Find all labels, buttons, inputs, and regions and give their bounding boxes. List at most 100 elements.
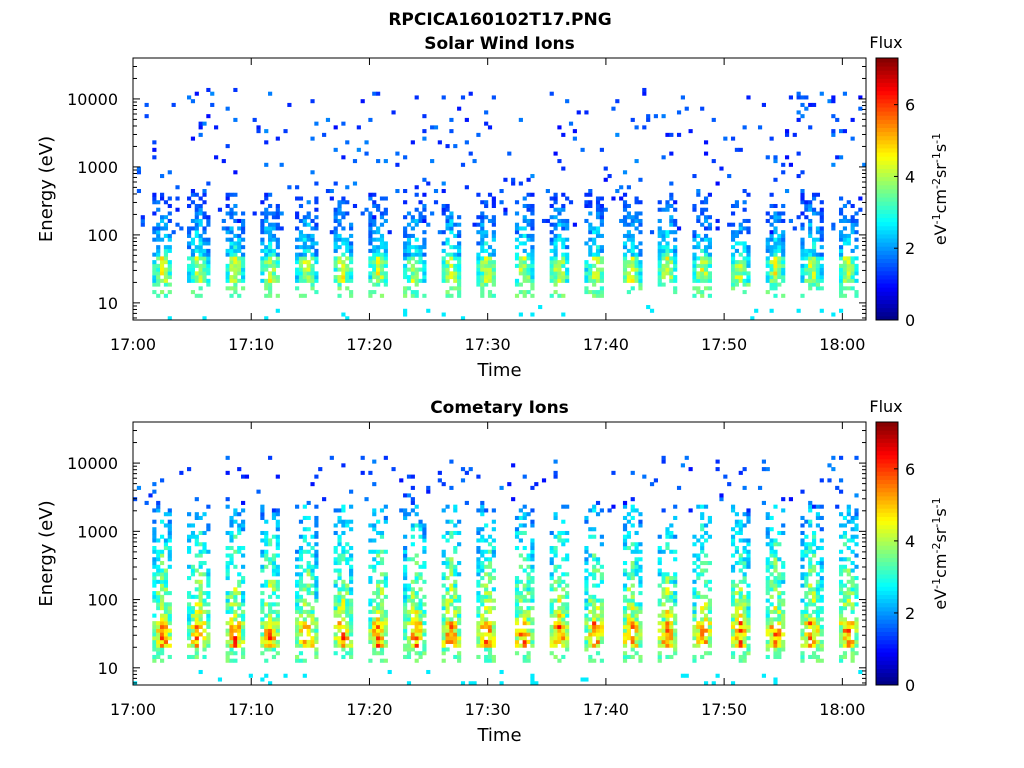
flux-cell (638, 624, 643, 629)
flux-cell (815, 583, 821, 588)
flux-cell (136, 166, 142, 171)
flux-cell (349, 226, 354, 231)
flux-cell (765, 576, 770, 581)
flux-cell (237, 613, 242, 618)
flux-cell (669, 260, 674, 265)
flux-cell (487, 557, 493, 562)
flux-cell (595, 293, 601, 298)
flux-cell (511, 181, 516, 186)
flux-cell (549, 624, 554, 629)
flux-cell (445, 203, 450, 209)
flux-cell (190, 632, 196, 637)
colorbar-label-exponent: -1 (930, 152, 943, 163)
flux-cell (376, 248, 381, 253)
flux-cell (580, 677, 585, 682)
flux-cell (561, 624, 566, 629)
flux-cell (800, 256, 805, 261)
flux-cell (846, 241, 851, 246)
flux-cell (449, 226, 454, 231)
flux-cell (777, 233, 782, 238)
flux-cell (769, 583, 774, 588)
flux-cell (275, 136, 280, 141)
flux-cell (730, 639, 736, 644)
flux-cell (549, 215, 554, 220)
flux-cell (372, 459, 377, 464)
flux-cell (337, 572, 342, 577)
flux-cell (445, 215, 450, 220)
flux-cell (152, 613, 157, 618)
flux-cell (811, 568, 817, 573)
flux-cell (730, 636, 736, 641)
colorbar-step (876, 279, 898, 284)
flux-cell (457, 654, 462, 659)
flux-cell (260, 530, 265, 536)
flux-cell (769, 248, 774, 253)
flux-cell (491, 598, 496, 603)
flux-cell (599, 260, 604, 265)
flux-cell (152, 632, 157, 637)
flux-cell (426, 485, 431, 490)
flux-cell (819, 568, 824, 573)
flux-cell (198, 278, 203, 283)
colorbar-step (876, 541, 898, 546)
flux-cell (449, 557, 454, 562)
flux-cell (160, 534, 165, 539)
flux-cell (314, 549, 319, 554)
colorbar-step (876, 234, 898, 239)
flux-cell (746, 226, 751, 231)
colorbar-label-exponent: -1 (930, 578, 943, 589)
flux-cell (846, 260, 851, 265)
flux-cell (383, 159, 388, 164)
flux-cell (206, 523, 211, 528)
flux-cell (700, 534, 705, 539)
flux-cell (476, 561, 481, 566)
flux-cell (484, 282, 489, 287)
flux-cell (638, 643, 643, 648)
flux-cell (819, 594, 824, 599)
flux-cell (630, 639, 635, 644)
flux-cell (665, 267, 670, 272)
colorbar-step (876, 635, 898, 641)
flux-cell (584, 290, 589, 295)
flux-cell (379, 222, 385, 227)
flux-cell (453, 598, 458, 603)
flux-cell (549, 557, 554, 562)
flux-cell (854, 211, 859, 216)
flux-cell (187, 613, 192, 618)
flux-cell (557, 606, 562, 611)
flux-cell (198, 245, 203, 250)
flux-cell (163, 583, 169, 588)
flux-cell (588, 203, 593, 209)
flux-cell (345, 263, 350, 268)
colorbar-step (876, 643, 898, 649)
flux-cell (368, 222, 373, 227)
flux-cell (518, 256, 523, 261)
flux-cell (241, 226, 246, 231)
colorbar-step (876, 311, 898, 317)
flux-cell (268, 647, 273, 652)
flux-cell (422, 278, 427, 283)
flux-cell (673, 278, 678, 283)
flux-cell (225, 591, 230, 596)
flux-cell (206, 278, 211, 283)
flux-cell (561, 530, 566, 536)
flux-cell (225, 455, 230, 460)
flux-cell (738, 632, 743, 637)
flux-cell (260, 632, 265, 637)
flux-cell (549, 613, 554, 618)
flux-cell (595, 632, 601, 637)
colorbar-label-exponent: -2 (930, 543, 943, 554)
flux-cell (441, 508, 446, 513)
flux-cell (657, 275, 662, 280)
flux-cell (275, 260, 280, 265)
flux-cell (811, 553, 817, 558)
flux-cell (738, 658, 743, 663)
flux-cell (248, 673, 253, 678)
flux-cell (696, 278, 701, 283)
flux-cell (692, 606, 697, 611)
flux-cell (241, 519, 246, 524)
flux-cell (368, 636, 373, 641)
flux-cell (410, 271, 415, 276)
flux-cell (592, 293, 597, 298)
flux-cell (657, 282, 662, 287)
